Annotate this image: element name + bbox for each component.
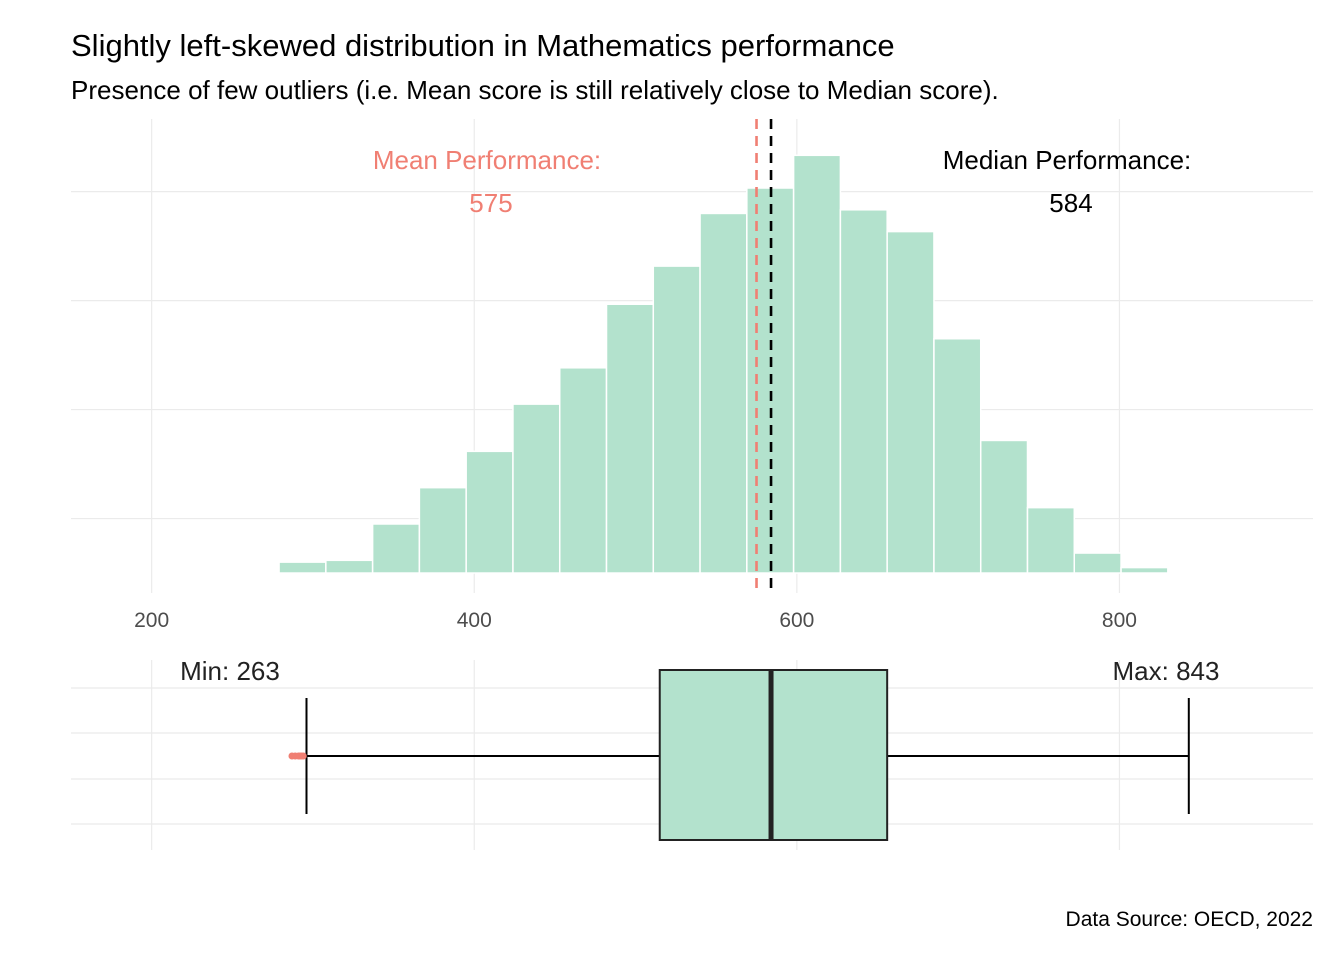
histogram-bar [512,403,561,574]
histogram-bar [792,154,842,574]
histogram-bar [699,212,748,574]
min-label: Min: 263 [180,656,280,686]
median-label: Median Performance: [943,145,1192,175]
boxplot [288,669,1190,841]
histogram-bar [418,486,467,574]
chart-title: Slightly left-skewed distribution in Mat… [71,28,895,63]
chart-caption: Data Source: OECD, 2022 [1066,908,1313,931]
chart-subtitle: Presence of few outliers (i.e. Mean scor… [71,75,999,105]
median-value: 584 [1049,188,1092,218]
mean-label: Mean Performance: [373,145,601,175]
histogram-bar [979,439,1029,574]
histogram-bar [325,559,374,574]
x-tick-label: 800 [1102,609,1137,632]
x-tick-label: 200 [134,609,169,632]
x-tick-label: 600 [779,609,814,632]
histogram-bar [605,303,655,574]
histogram-bar [933,337,982,574]
histogram-bar [558,367,608,574]
histogram-bar [652,265,701,574]
histogram-bar [1073,552,1122,574]
reference-lines [755,119,773,593]
histogram-bar [465,450,514,574]
histogram-bar [371,523,421,574]
histogram-bar [278,561,327,574]
outlier-point [299,752,307,760]
histogram-x-tick-labels: 200 400 600 800 [134,609,1137,632]
x-tick-label: 400 [457,609,492,632]
histogram-bars [278,154,1169,574]
histogram-bar [1026,506,1076,574]
histogram-bar [1120,566,1169,574]
max-label: Max: 843 [1113,656,1220,686]
histogram-bar [886,230,935,574]
mean-value: 575 [469,188,512,218]
histogram-bar [839,209,888,574]
